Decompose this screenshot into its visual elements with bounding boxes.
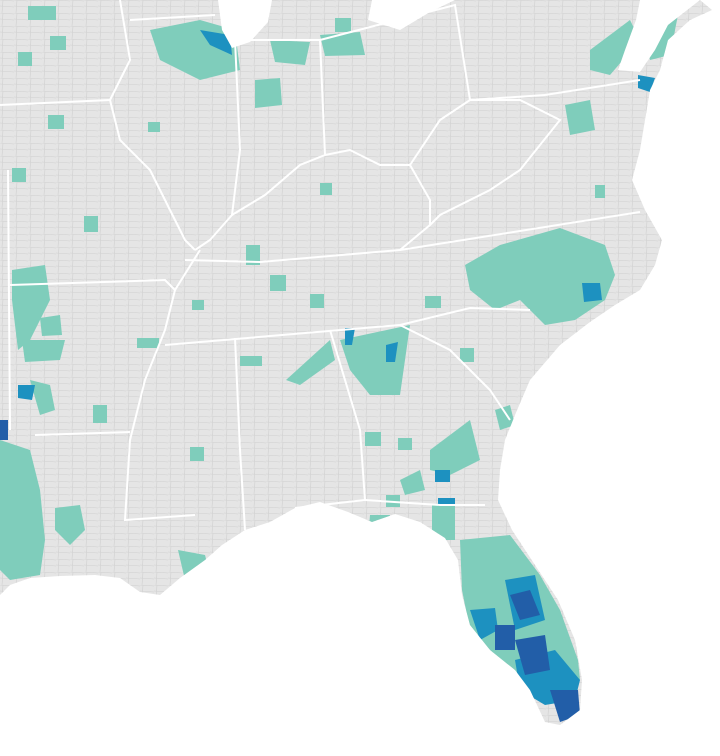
border <box>7 169 11 431</box>
border <box>399 324 511 421</box>
border <box>231 39 327 216</box>
border <box>34 431 131 436</box>
border <box>123 289 196 522</box>
border <box>319 3 546 102</box>
border <box>409 99 562 226</box>
border <box>364 499 485 506</box>
border <box>184 211 641 264</box>
border <box>9 249 201 292</box>
border <box>294 329 367 509</box>
border <box>129 14 216 21</box>
border <box>164 306 531 346</box>
border <box>0 0 132 106</box>
border <box>109 99 196 251</box>
border <box>544 79 641 96</box>
state-borders <box>0 0 641 531</box>
border <box>234 337 246 531</box>
